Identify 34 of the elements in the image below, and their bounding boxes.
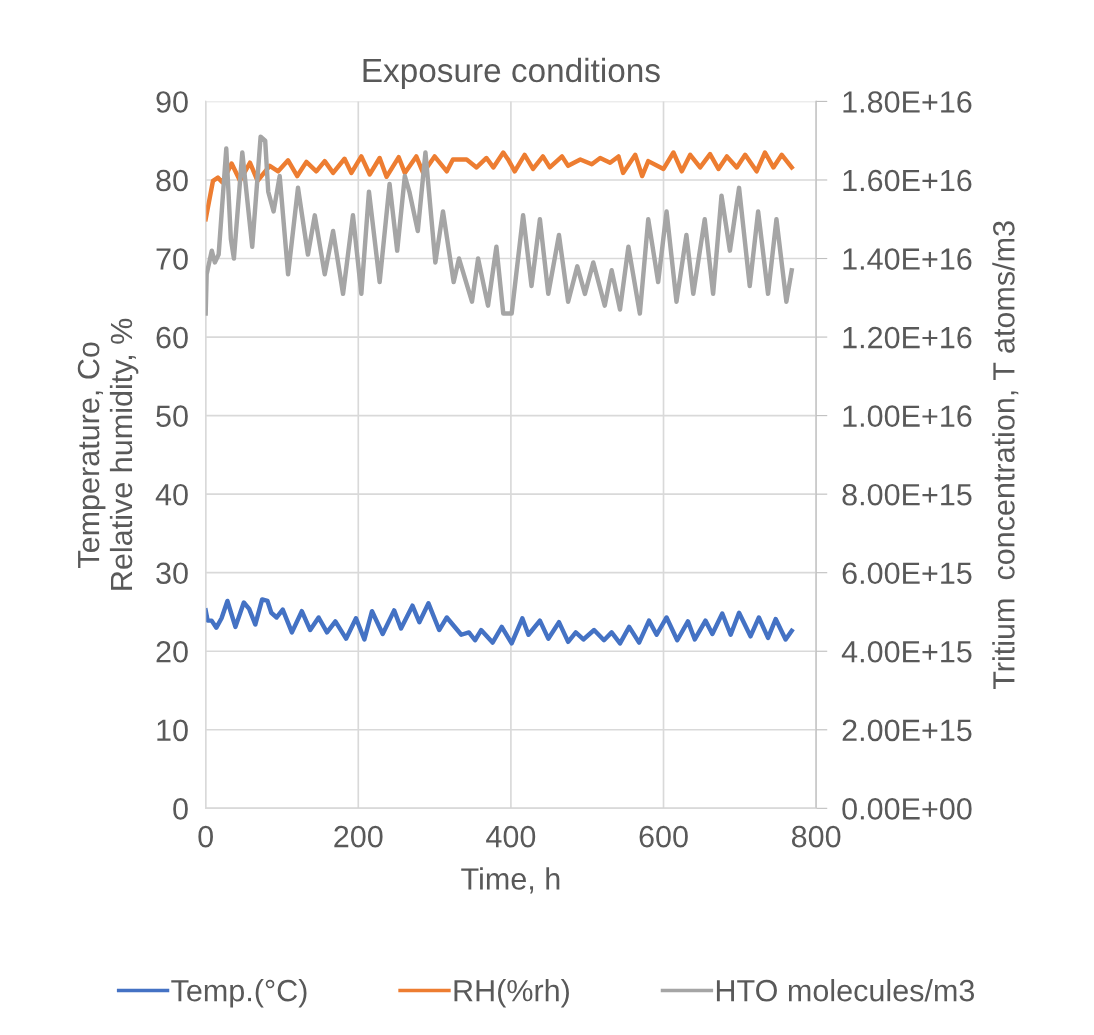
x-tick-label: 400 [486, 825, 536, 848]
y-axis-title: Temperature, Co Relative humidity, % [77, 318, 139, 590]
x-tick-label: 0 [198, 825, 213, 848]
x-tick-label: 200 [334, 825, 383, 848]
line-series [205, 150, 794, 222]
y2-tick-label: 1.00E+16 [843, 405, 972, 427]
y2-axis-title: Tritium concentration, T atoms/m3 [992, 221, 1019, 690]
x-axis-title: Time, h [461, 867, 560, 894]
y2-tick-label: 8.00E+15 [842, 483, 972, 506]
y2-tick-label: 2.00E+15 [842, 719, 972, 742]
y2-tick-label: 1.80E+16 [843, 91, 972, 113]
y2-tick-label: 1.40E+16 [843, 248, 972, 270]
x-tick-label: 800 [791, 825, 841, 848]
y-tick-label: 10 [157, 719, 188, 742]
y-tick-label: 40 [155, 483, 188, 506]
y2-tick-label: 6.00E+15 [842, 562, 972, 585]
line-series [205, 597, 794, 646]
y2-tick-label: 4.00E+15 [841, 640, 972, 663]
y-tick-label: 20 [156, 640, 188, 663]
y-tick-label: 70 [156, 248, 188, 270]
chart-title: Exposure conditions [363, 57, 660, 89]
legend-label: HTO molecules/m3 [716, 979, 975, 1002]
legend-label: RH(%rh) [454, 979, 569, 1008]
y-tick-label: 60 [156, 326, 188, 349]
x-tick-label: 600 [639, 825, 688, 848]
y-tick-label: 30 [156, 562, 188, 585]
legend-label: Temp.(°C) [171, 979, 307, 1008]
y2-tick-label: 0.00E+00 [842, 798, 972, 820]
y-tick-label: 50 [156, 405, 188, 427]
y2-tick-label: 1.20E+16 [843, 326, 972, 349]
y2-tick-label: 1.60E+16 [843, 169, 972, 192]
y-tick-label: 0 [173, 798, 188, 820]
y-tick-label: 90 [156, 91, 188, 113]
y-tick-label: 80 [156, 169, 188, 192]
